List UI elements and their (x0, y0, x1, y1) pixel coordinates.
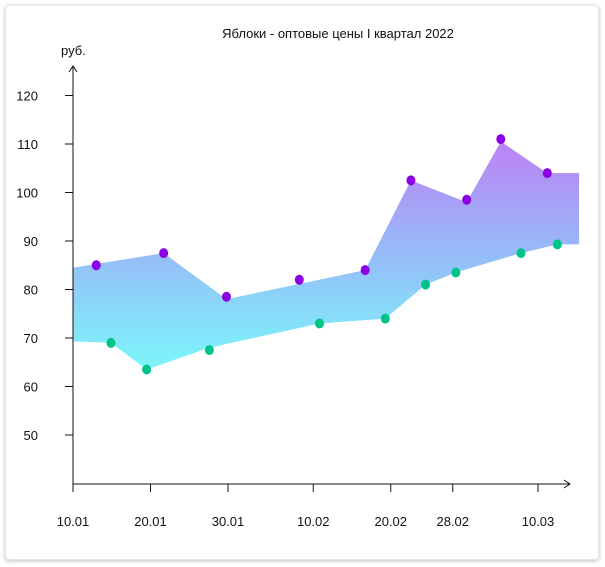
upper-price-point (91, 260, 101, 271)
y-tick-label: 50 (24, 428, 38, 443)
y-tick-label: 80 (24, 283, 38, 298)
lower-price-point (106, 337, 116, 348)
y-tick-label: 90 (24, 234, 38, 249)
upper-price-point (360, 265, 370, 276)
lower-price-point (552, 239, 562, 250)
lower-price-point (421, 279, 431, 290)
upper-price-point (542, 168, 552, 179)
lower-price-point (314, 318, 324, 329)
upper-price-point (406, 175, 416, 186)
y-tick-label: 70 (24, 331, 38, 346)
upper-price-point (496, 134, 506, 145)
price-range-band (73, 141, 580, 370)
upper-price-point (159, 248, 169, 259)
x-axis-arrow (563, 479, 571, 489)
x-tick-label: 20.02 (374, 514, 407, 529)
y-axis-arrow (68, 65, 78, 73)
x-tick-label: 28.02 (436, 514, 469, 529)
x-tick-label: 10.03 (522, 514, 555, 529)
x-tick-label: 30.01 (212, 514, 245, 529)
x-tick-label: 20.01 (134, 514, 167, 529)
lower-price-point (204, 345, 214, 356)
lower-price-point (380, 313, 390, 324)
upper-price-point (221, 291, 231, 302)
lower-price-point (516, 248, 526, 259)
y-tick-label: 110 (17, 137, 38, 152)
x-tick-label: 10.01 (57, 514, 90, 529)
x-tick-label: 10.02 (297, 514, 330, 529)
lower-price-point (142, 364, 152, 375)
upper-price-point (294, 274, 304, 285)
y-axis-unit-label: руб. (61, 43, 86, 58)
lower-price-point (451, 267, 461, 278)
upper-price-point (462, 194, 472, 205)
y-tick-label: 120 (16, 89, 38, 104)
y-tick-label: 100 (16, 186, 38, 201)
chart-title: Яблоки - оптовые цены I квартал 2022 (222, 26, 454, 41)
y-tick-label: 60 (24, 380, 38, 395)
